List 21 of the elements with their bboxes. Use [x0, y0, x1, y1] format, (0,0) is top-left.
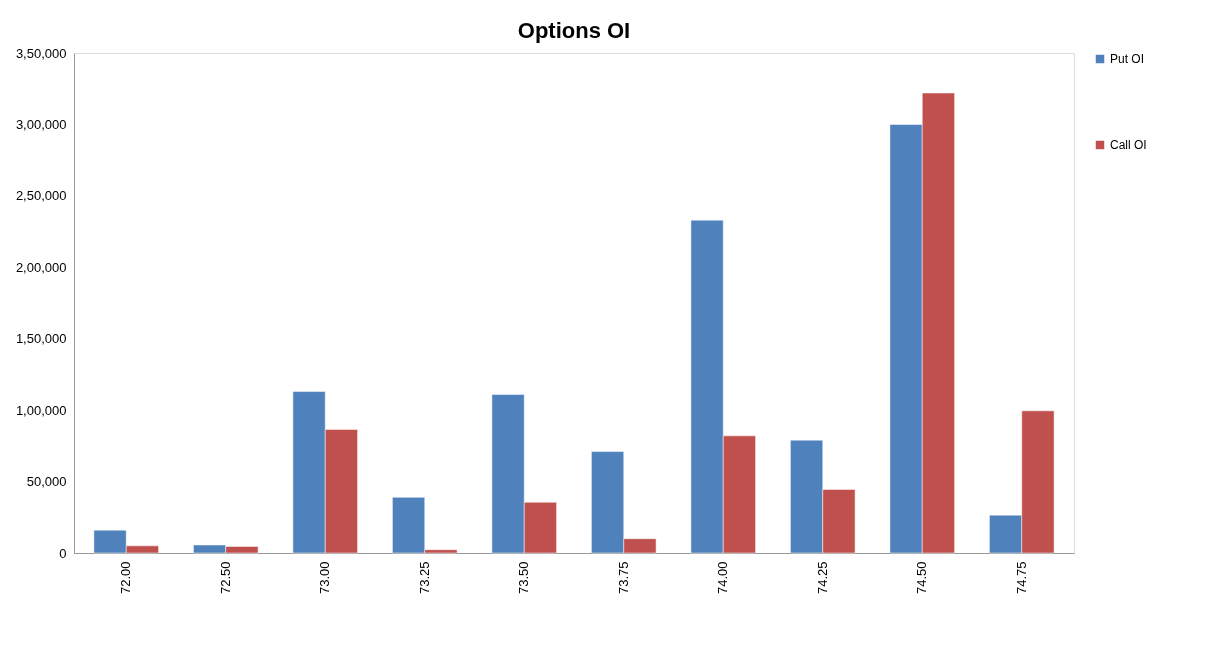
y-tick-label: 2,00,000: [15, 259, 67, 275]
x-tick-label: 73.00: [317, 561, 333, 595]
x-tick-label: 72.50: [217, 561, 233, 595]
y-tick-label: 3,00,000: [15, 116, 67, 132]
x-tick-label: 74.25: [814, 561, 830, 595]
y-tick-label: 1,00,000: [15, 402, 67, 418]
y-tick-label: 0: [59, 545, 67, 561]
y-tick-label: 2,50,000: [15, 188, 67, 204]
x-tick-label: 72.00: [118, 561, 134, 595]
legend-label: Put OI: [1110, 52, 1145, 66]
legend-label: Call OI: [1110, 138, 1147, 152]
chart-title: Options OI: [517, 18, 631, 43]
y-tick-label: 50,000: [26, 474, 67, 490]
x-tick-label: 74.00: [715, 561, 731, 595]
x-tick-label: 74.50: [914, 561, 930, 595]
x-tick-label: 74.75: [1013, 561, 1029, 595]
x-tick-label: 73.75: [615, 561, 631, 595]
x-tick-label: 73.25: [416, 561, 432, 595]
y-tick-label: 3,50,000: [15, 45, 67, 61]
y-tick-label: 1,50,000: [15, 331, 67, 347]
x-tick-label: 73.50: [516, 561, 532, 595]
